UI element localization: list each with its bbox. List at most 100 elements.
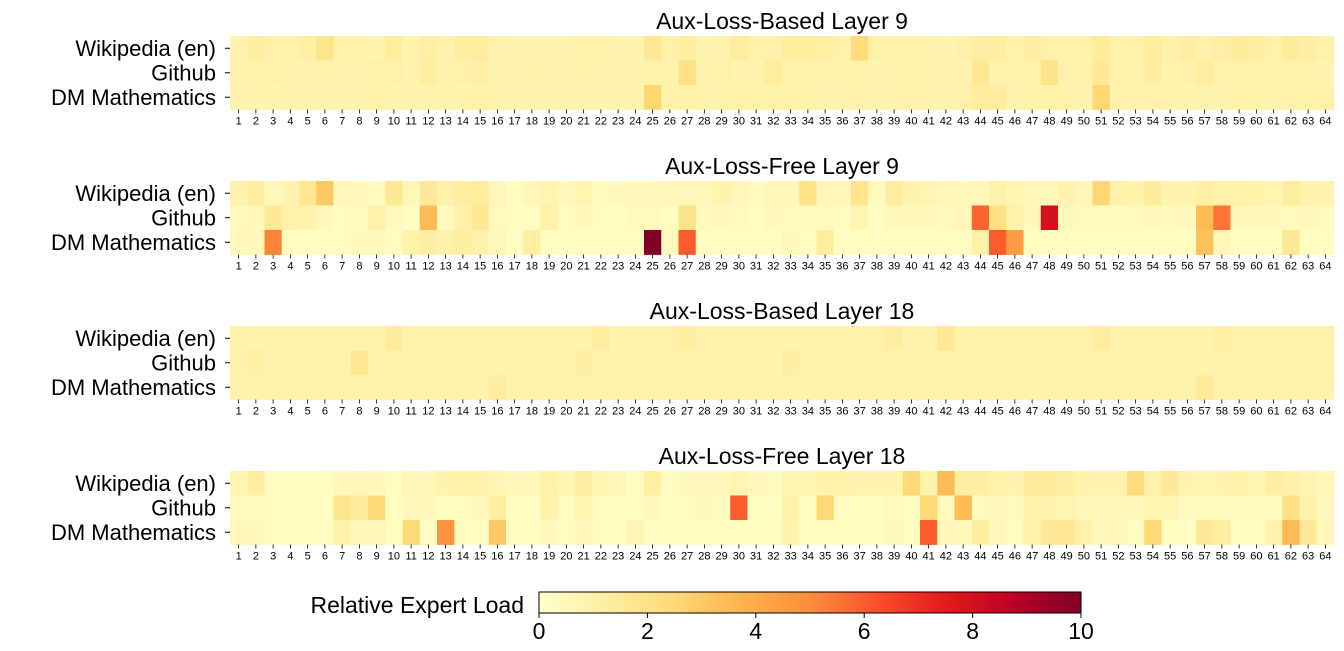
heatmap-cell [713, 350, 731, 376]
heatmap-cell [764, 181, 783, 206]
column-tick-label: 30 [733, 406, 745, 418]
heatmap-cell [954, 60, 973, 86]
heatmap-cell [1316, 375, 1335, 400]
heatmap-cell [557, 60, 576, 86]
heatmap-cell [989, 375, 1007, 400]
heatmap-cell [747, 471, 766, 496]
heatmap-cell [1282, 375, 1300, 400]
column-tick-label: 30 [733, 261, 745, 273]
column-tick-label: 3 [270, 406, 276, 418]
heatmap-cell [333, 181, 352, 206]
heatmap-cell [299, 181, 317, 206]
heatmap-cell [644, 36, 662, 61]
heatmap-cell [1316, 230, 1335, 255]
heatmap-cell [333, 85, 352, 110]
heatmap-cell [713, 60, 731, 86]
heatmap-cell [1265, 326, 1283, 351]
column-tick-label: 29 [716, 261, 728, 273]
heatmap-cell [299, 520, 317, 545]
heatmap-cell [1213, 230, 1231, 255]
heatmap-cell [989, 205, 1007, 231]
heatmap-cell [816, 181, 835, 206]
heatmap-cell [626, 520, 645, 545]
column-tick-label: 27 [681, 116, 693, 128]
heatmap-cell [954, 495, 973, 521]
heatmap-cell [437, 205, 455, 231]
column-tick-label: 50 [1078, 116, 1090, 128]
column-tick-label: 16 [491, 551, 503, 563]
heatmap-cell [575, 375, 593, 400]
heatmap-cell [989, 36, 1007, 61]
heatmap-cell [1023, 326, 1042, 351]
column-tick-label: 43 [957, 116, 969, 128]
heatmap-cell [1075, 60, 1093, 86]
heatmap-cell [833, 520, 852, 545]
heatmap-cell [437, 471, 455, 496]
heatmap-cell [385, 205, 403, 231]
heatmap-cell [333, 471, 352, 496]
heatmap-cell [1247, 60, 1266, 86]
column-tick-label: 13 [440, 261, 452, 273]
column-tick-label: 59 [1233, 116, 1245, 128]
heatmap-cell [626, 60, 645, 86]
heatmap-cell [1058, 375, 1076, 400]
heatmap-cell [1075, 205, 1093, 231]
column-tick-label: 37 [854, 551, 866, 563]
column-tick-label: 14 [457, 261, 469, 273]
column-tick-label: 37 [854, 406, 866, 418]
heatmap-cell [230, 350, 248, 376]
heatmap-cell [1040, 85, 1059, 110]
heatmap-cell [247, 60, 265, 86]
column-tick-label: 64 [1319, 116, 1331, 128]
column-tick-label: 25 [647, 116, 659, 128]
heatmap-cell [592, 230, 610, 255]
heatmap-cell [799, 205, 817, 231]
heatmap-cell [1040, 181, 1059, 206]
heatmap-cell [385, 350, 403, 376]
heatmap-cell [557, 85, 576, 110]
column-tick-label: 36 [836, 551, 848, 563]
heatmap-cell [1213, 375, 1231, 400]
heatmap-cell [1299, 471, 1318, 496]
column-tick-label: 43 [957, 406, 969, 418]
heatmap-cell [730, 60, 748, 86]
heatmap-cell [1040, 230, 1059, 255]
heatmap-cell [230, 520, 248, 545]
heatmap-cell [1299, 60, 1318, 86]
heatmap-cell [1144, 326, 1162, 351]
heatmap-cell [316, 326, 334, 351]
column-tick-label: 45 [992, 116, 1004, 128]
column-tick-label: 7 [339, 406, 345, 418]
heatmap-cell [1299, 36, 1318, 61]
heatmap-cell [954, 471, 973, 496]
heatmap-cell [1109, 350, 1128, 376]
heatmap-cell [1127, 520, 1145, 545]
heatmap-cell [954, 181, 973, 206]
heatmap-cell [1092, 60, 1111, 86]
heatmap-cell [661, 326, 679, 351]
heatmap-cell [868, 471, 886, 496]
heatmap-cell [626, 495, 645, 521]
heatmap-cell [1282, 471, 1300, 496]
colorbar-ticks: 0 2 4 6 8 10 [533, 613, 1094, 644]
heatmap-cell [385, 85, 403, 110]
column-tick-label: 31 [750, 261, 762, 273]
column-tick-label: 52 [1112, 261, 1124, 273]
heatmap-cell [833, 60, 852, 86]
heatmap-cell [678, 85, 697, 110]
column-tick-label: 56 [1181, 116, 1193, 128]
column-tick-label: 26 [664, 551, 676, 563]
column-tick-label: 6 [322, 406, 328, 418]
heatmap-cell [350, 36, 369, 61]
heatmap-cell [488, 350, 507, 376]
heatmap-cell [264, 230, 283, 255]
heatmap-cell [1282, 520, 1300, 545]
column-tick-label: 40 [905, 116, 917, 128]
heatmap-cell [782, 520, 800, 545]
column-tick-label: 9 [374, 406, 380, 418]
colorbar-tick-label: 8 [966, 618, 979, 644]
heatmap-cell [1161, 326, 1180, 351]
heatmap-cell [402, 60, 421, 86]
heatmap-cell [385, 60, 403, 86]
heatmap-cell [799, 230, 817, 255]
